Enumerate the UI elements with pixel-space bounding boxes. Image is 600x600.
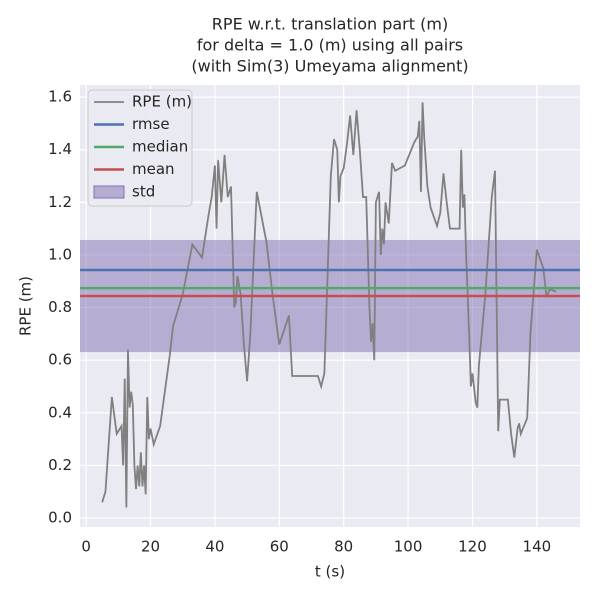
chart-title: (with Sim(3) Umeyama alignment) <box>191 57 468 76</box>
data-line <box>101 102 557 508</box>
legend-label: median <box>132 138 188 156</box>
x-tick-label: 20 <box>141 538 160 556</box>
x-tick-label: 60 <box>270 538 289 556</box>
y-tick-label: 0.0 <box>48 509 72 527</box>
x-tick-label: 40 <box>205 538 224 556</box>
y-tick-label: 1.4 <box>48 140 72 158</box>
x-axis-label: t (s) <box>315 563 345 581</box>
y-tick-label: 1.6 <box>48 88 72 106</box>
y-tick-label: 1.2 <box>48 193 72 211</box>
y-tick-label: 0.8 <box>48 298 72 316</box>
chart-title: RPE w.r.t. translation part (m) <box>212 15 448 34</box>
y-tick-label: 0.6 <box>48 351 72 369</box>
x-tick-label: 120 <box>458 538 487 556</box>
legend-label: mean <box>132 160 175 178</box>
x-tick-label: 0 <box>81 538 91 556</box>
y-tick-label: 0.2 <box>48 456 72 474</box>
chart-title: for delta = 1.0 (m) using all pairs <box>197 36 463 55</box>
x-tick-label: 80 <box>334 538 353 556</box>
y-axis-label: RPE (m) <box>17 276 35 336</box>
legend-swatch <box>93 185 125 199</box>
legend-label: rmse <box>132 115 170 133</box>
legend-label: RPE (m) <box>132 93 192 111</box>
legend-box <box>87 89 193 207</box>
y-tick-label: 0.4 <box>48 403 72 421</box>
x-tick-label: 140 <box>523 538 552 556</box>
legend-label: std <box>132 183 155 201</box>
y-tick-label: 1.0 <box>48 245 72 263</box>
x-tick-label: 100 <box>394 538 423 556</box>
